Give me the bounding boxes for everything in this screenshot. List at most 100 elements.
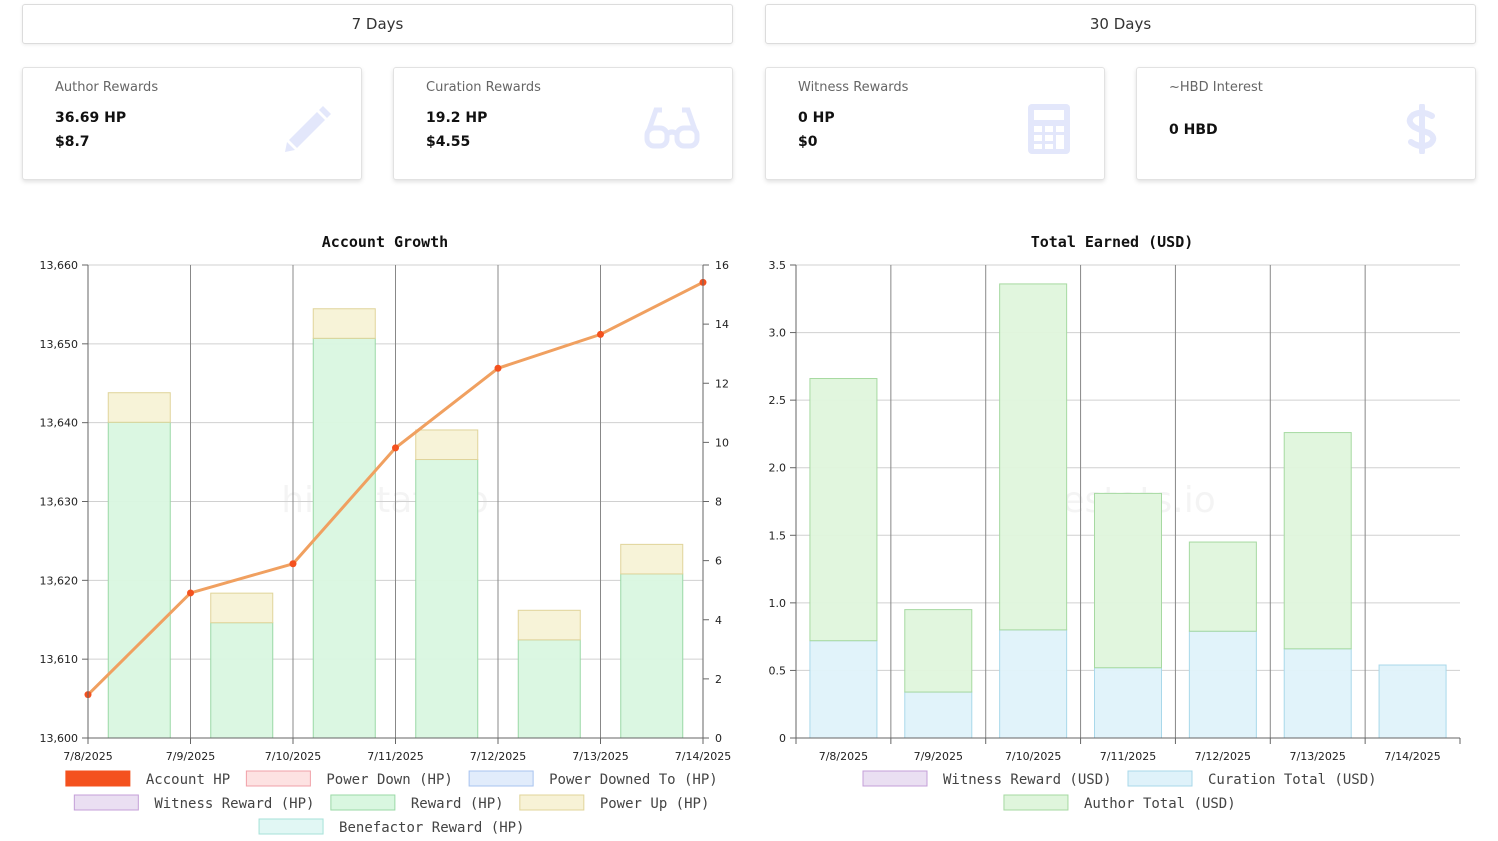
- card-label: Witness Rewards: [798, 80, 909, 95]
- y-tick-label: 0.5: [769, 664, 787, 677]
- curation-total-bar: [809, 640, 878, 739]
- y-left-tick-label: 13,630: [40, 496, 79, 509]
- author-total-bar: [999, 283, 1068, 631]
- x-tick-label: 7/11/2025: [367, 750, 423, 763]
- power-up-hp-bar: [312, 308, 376, 339]
- tab-label: 30 Days: [1089, 15, 1152, 33]
- y-left-tick-label: 13,650: [40, 338, 79, 351]
- legend-label: Author Total (USD): [1084, 796, 1236, 812]
- y-right-tick-label: 8: [715, 496, 722, 509]
- y-tick-label: 0: [779, 732, 786, 745]
- card-hp-value: 19.2 HP: [426, 110, 488, 126]
- power-up-hp-bar: [620, 543, 684, 575]
- x-tick-label: 7/10/2025: [1005, 750, 1061, 763]
- legend-label: Witness Reward (HP): [154, 796, 314, 812]
- reward-hp-bar: [620, 573, 684, 739]
- reward-hp-bar: [415, 459, 479, 739]
- x-tick-label: 7/14/2025: [675, 750, 731, 763]
- card-usd-value: $4.55: [426, 134, 471, 150]
- calculator-icon: [1028, 104, 1070, 154]
- legend-label: Curation Total (USD): [1208, 772, 1377, 788]
- card-label: ~HBD Interest: [1169, 80, 1263, 95]
- power-up-hp-bar: [517, 609, 581, 641]
- legend-swatch: [519, 794, 585, 811]
- legend-swatch: [73, 794, 139, 811]
- y-tick-label: 1.0: [769, 597, 787, 610]
- x-tick-label: 7/13/2025: [572, 750, 628, 763]
- x-tick-label: 7/9/2025: [166, 750, 215, 763]
- legend-label: Witness Reward (USD): [943, 772, 1112, 788]
- y-right-tick-label: 0: [715, 732, 722, 745]
- chart-title: Total Earned (USD): [1031, 233, 1194, 251]
- legend-swatch: [468, 770, 534, 787]
- x-tick-label: 7/10/2025: [265, 750, 321, 763]
- legend-label: Account HP: [146, 772, 230, 788]
- y-tick-label: 3.5: [769, 259, 787, 272]
- legend-swatch: [330, 794, 396, 811]
- legend-swatch: [1127, 770, 1193, 787]
- x-tick-label: 7/11/2025: [1100, 750, 1156, 763]
- y-left-tick-label: 13,620: [40, 574, 79, 587]
- card-usd-value: $8.7: [55, 134, 90, 150]
- y-right-tick-label: 4: [715, 614, 722, 627]
- y-left-tick-label: 13,610: [40, 653, 79, 666]
- card-label: Author Rewards: [55, 80, 159, 95]
- power-up-hp-bar: [415, 429, 479, 461]
- author-total-bar: [1188, 541, 1257, 632]
- legend-swatch: [245, 770, 311, 787]
- legend-swatch: [862, 770, 928, 787]
- author-rewards-card: Author Rewards 36.69 HP $8.7: [22, 67, 362, 180]
- account-growth-chart: Account Growth hivestats.io 13,60013,610…: [40, 233, 732, 836]
- card-hp-value: 36.69 HP: [55, 110, 127, 126]
- y-right-tick-label: 10: [715, 436, 729, 449]
- x-tick-label: 7/13/2025: [1290, 750, 1346, 763]
- legend-label: Reward (HP): [411, 796, 504, 812]
- account-hp-point: [392, 444, 399, 452]
- card-label: Curation Rewards: [426, 80, 541, 95]
- curation-rewards-card: Curation Rewards 19.2 HP $4.55: [393, 67, 733, 180]
- legend-swatch: [1003, 794, 1069, 811]
- curation-total-bar: [1094, 667, 1162, 739]
- x-tick-label: 7/14/2025: [1384, 750, 1440, 763]
- curation-total-bar: [1378, 664, 1447, 739]
- reward-hp-bar: [517, 639, 581, 739]
- y-tick-label: 3.0: [769, 327, 787, 340]
- dollar-icon: [1406, 104, 1437, 154]
- y-right-tick-label: 6: [715, 555, 722, 568]
- curation-total-bar: [904, 691, 973, 739]
- curation-total-bar: [1188, 630, 1257, 739]
- y-tick-label: 2.0: [769, 462, 787, 475]
- reward-hp-bar: [107, 421, 171, 739]
- y-right-tick-label: 14: [715, 318, 729, 331]
- y-tick-label: 2.5: [769, 394, 787, 407]
- y-right-tick-label: 12: [715, 377, 729, 390]
- pencil-icon: [285, 106, 331, 152]
- y-right-tick-label: 2: [715, 673, 722, 686]
- tab-30-days[interactable]: 30 Days: [765, 4, 1476, 44]
- curation-total-bar: [999, 629, 1068, 739]
- y-left-tick-label: 13,640: [40, 417, 79, 430]
- total-earned-chart: Total Earned (USD) hivestats.io 00.51.01…: [769, 233, 1461, 812]
- x-tick-label: 7/12/2025: [470, 750, 526, 763]
- y-right-tick-label: 16: [715, 259, 729, 272]
- legend-label: Benefactor Reward (HP): [339, 820, 524, 836]
- witness-rewards-card: Witness Rewards 0 HP $0: [765, 67, 1105, 180]
- legend-swatch: [65, 770, 131, 787]
- card-hbd-value: 0 HBD: [1169, 122, 1218, 138]
- x-tick-label: 7/12/2025: [1195, 750, 1251, 763]
- legend-label: Power Up (HP): [600, 796, 710, 812]
- chart-title: Account Growth: [322, 233, 448, 251]
- y-tick-label: 1.5: [769, 529, 787, 542]
- tab-7-days[interactable]: 7 Days: [22, 4, 733, 44]
- x-tick-label: 7/8/2025: [63, 750, 112, 763]
- legend-label: Power Downed To (HP): [549, 772, 718, 788]
- legend-swatch: [258, 818, 324, 835]
- curation-total-bar: [1283, 648, 1352, 739]
- account-hp-point: [494, 364, 502, 372]
- card-usd-value: $0: [798, 134, 818, 150]
- y-left-tick-label: 13,660: [40, 259, 79, 272]
- power-up-hp-bar: [210, 592, 274, 624]
- y-left-tick-label: 13,600: [40, 732, 79, 745]
- author-total-bar: [1283, 432, 1352, 650]
- power-up-hp-bar: [107, 392, 171, 423]
